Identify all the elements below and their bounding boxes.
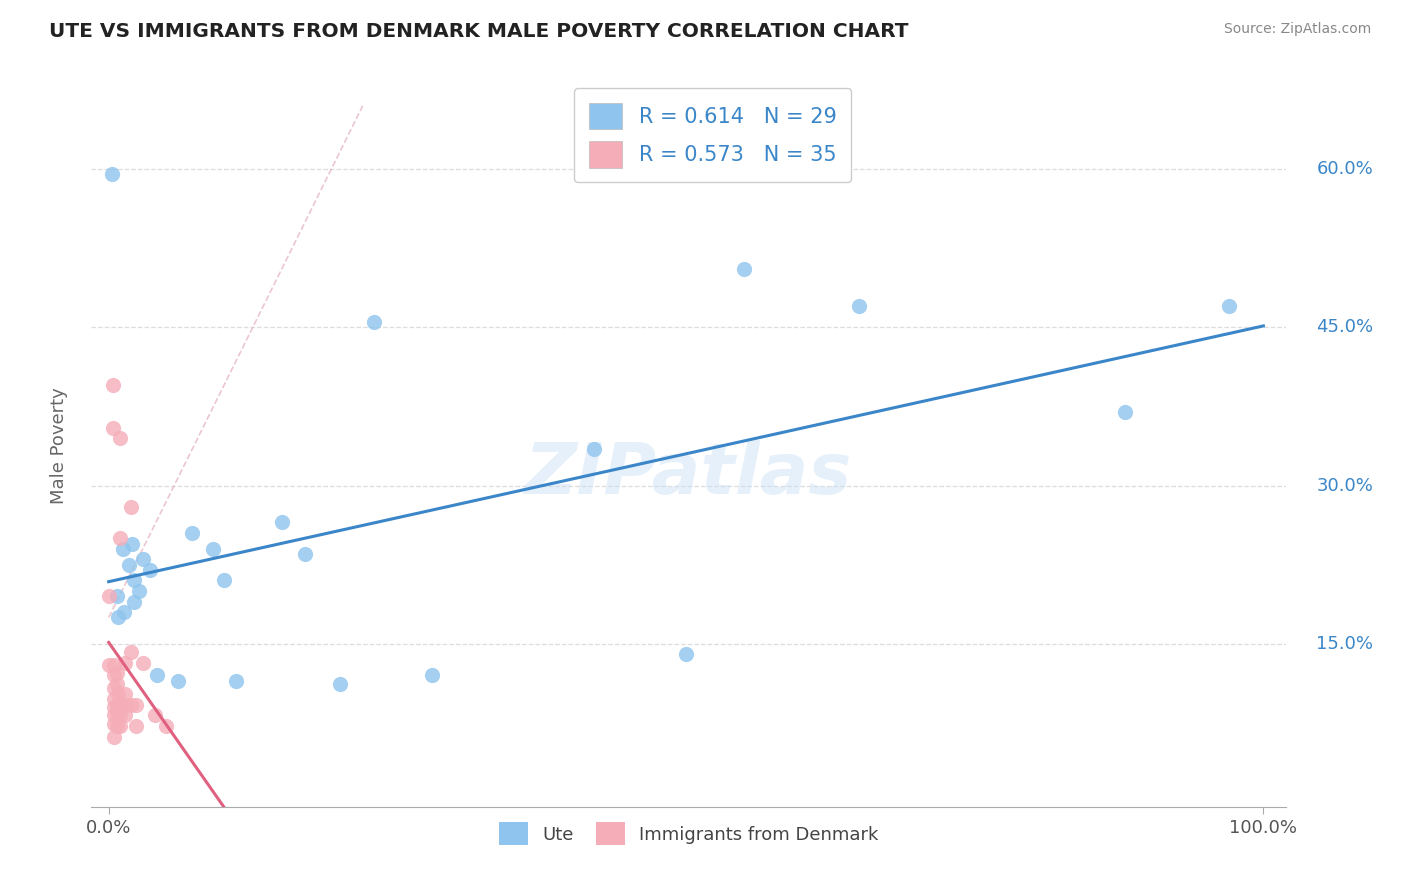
Point [103,717,125,731]
Point [110,531,132,545]
Point [363,315,385,329]
Point [101,168,124,182]
Point [146,668,169,682]
Point [1218,299,1240,313]
Point [103,691,125,706]
Point [143,708,166,723]
Y-axis label: Male Poverty: Male Poverty [49,388,67,504]
Point [125,719,148,733]
Point [110,719,132,733]
Point [103,700,125,714]
Point [103,708,125,723]
Point [180,526,202,541]
Point [114,708,136,723]
Point [329,677,352,691]
Point [103,681,125,695]
Point [848,299,870,313]
Point [132,552,155,566]
Point [105,719,128,733]
Point [128,584,150,599]
Point [167,673,190,688]
Point [125,698,148,712]
Point [294,547,316,561]
Point [122,574,145,588]
Point [97,657,120,672]
Point [103,378,125,392]
Text: UTE VS IMMIGRANTS FROM DENMARK MALE POVERTY CORRELATION CHART: UTE VS IMMIGRANTS FROM DENMARK MALE POVE… [49,22,908,41]
Point [105,590,128,604]
Point [1114,405,1136,419]
Point [107,610,129,624]
Point [271,516,294,530]
Point [120,698,142,712]
Point [112,605,135,619]
Point [107,687,129,701]
Point [103,668,125,682]
Legend: Ute, Immigrants from Denmark: Ute, Immigrants from Denmark [492,814,886,853]
Point [120,645,142,659]
Point [114,698,136,712]
Point [132,656,155,670]
Text: ZIPatlas: ZIPatlas [526,441,852,509]
Point [139,563,162,577]
Point [733,262,755,277]
Point [201,541,224,556]
Point [110,708,132,723]
Text: 60.0%: 60.0% [1316,161,1374,178]
Point [105,708,128,723]
Point [121,536,143,550]
Point [114,687,136,701]
Point [155,719,177,733]
Point [114,656,136,670]
Point [212,574,235,588]
Point [103,657,125,672]
Point [675,648,697,662]
Point [105,677,128,691]
Text: 30.0%: 30.0% [1316,476,1374,494]
Text: 45.0%: 45.0% [1316,318,1374,336]
Point [110,431,132,445]
Point [105,666,128,681]
Point [225,673,247,688]
Point [103,420,125,434]
Text: Source: ZipAtlas.com: Source: ZipAtlas.com [1223,22,1371,37]
Point [122,594,145,608]
Point [110,698,132,712]
Point [118,558,141,572]
Point [103,730,125,744]
Point [420,668,443,682]
Point [111,541,134,556]
Point [582,442,605,456]
Point [120,500,142,514]
Point [105,698,128,712]
Text: 15.0%: 15.0% [1316,635,1374,653]
Point [97,590,120,604]
